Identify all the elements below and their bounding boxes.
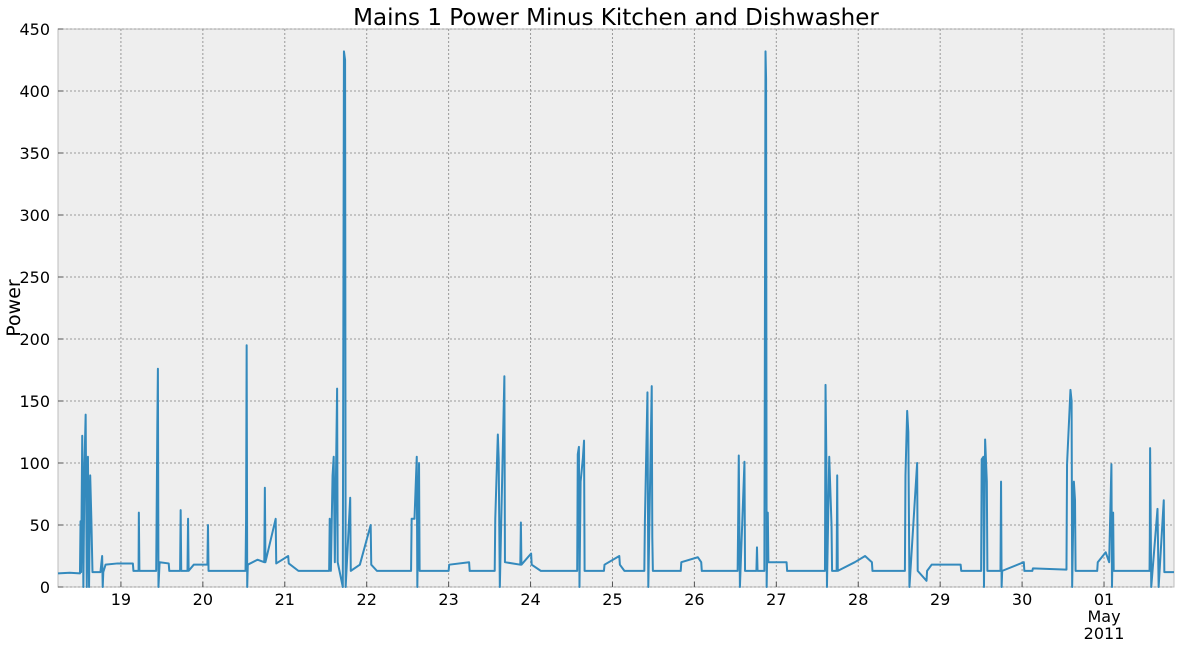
chart-title: Mains 1 Power Minus Kitchen and Dishwash… xyxy=(353,5,879,31)
x-tick-label: 20 xyxy=(192,590,214,609)
y-tick-label: 350 xyxy=(19,144,50,163)
data-line xyxy=(57,50,1174,588)
y-tick-label: 200 xyxy=(19,330,50,349)
x-tick-label: 23 xyxy=(438,590,459,609)
y-tick-label: 50 xyxy=(30,516,50,535)
x-tick-label: 21 xyxy=(274,590,295,609)
y-tick-label: 0 xyxy=(40,578,50,597)
x-tick-label: 19 xyxy=(110,590,132,609)
y-tick-label: 400 xyxy=(19,82,50,101)
x-tick-label: 30 xyxy=(1011,590,1033,609)
y-tick-label: 450 xyxy=(19,20,50,39)
y-tick-label: 100 xyxy=(19,454,50,473)
plot-area xyxy=(57,28,1175,588)
x-tick-label: 25 xyxy=(602,590,623,609)
y-tick-label: 250 xyxy=(19,268,50,287)
x-tick-label: 24 xyxy=(520,590,541,609)
y-tick-label: 150 xyxy=(19,392,50,411)
x-tick-label: 22 xyxy=(356,590,377,609)
x-tick-label: 28 xyxy=(848,590,869,609)
x-tick-label: 27 xyxy=(766,590,787,609)
y-tick-label: 300 xyxy=(19,206,50,225)
x-tick-label: 01 May 2011 xyxy=(1083,590,1125,643)
x-tick-label: 29 xyxy=(929,590,951,609)
x-tick-label: 26 xyxy=(684,590,705,609)
y-axis-label: Power xyxy=(3,279,25,337)
